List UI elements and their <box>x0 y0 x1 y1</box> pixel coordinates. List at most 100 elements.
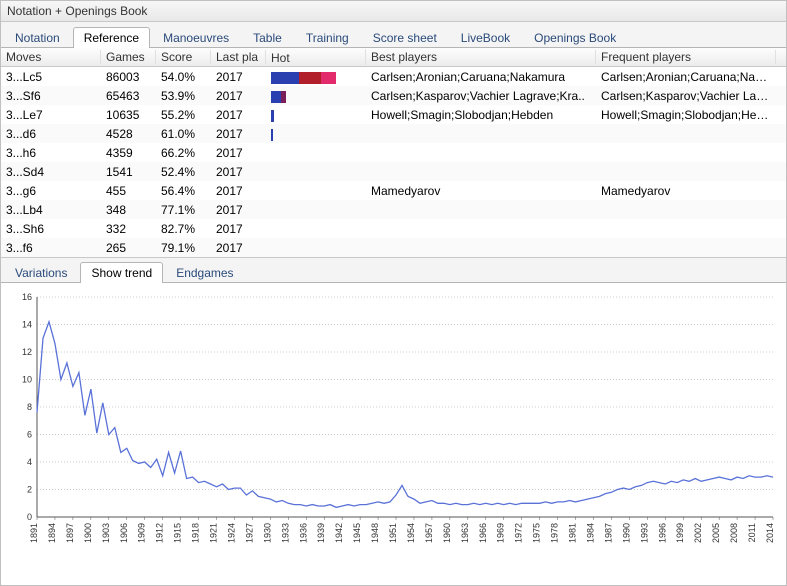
svg-text:1909: 1909 <box>137 523 147 543</box>
svg-text:1984: 1984 <box>585 523 595 543</box>
cell-hot <box>266 184 366 198</box>
tab-table[interactable]: Table <box>242 27 293 48</box>
cell-games: 65463 <box>101 89 156 103</box>
cell-move: 3...g6 <box>1 184 101 198</box>
svg-text:1912: 1912 <box>155 523 165 543</box>
cell-last: 2017 <box>211 241 266 255</box>
svg-text:1903: 1903 <box>101 523 111 543</box>
subtab-endgames[interactable]: Endgames <box>165 262 244 283</box>
moves-table: 3...Lc58600354.0%2017Carlsen;Aronian;Car… <box>1 67 786 257</box>
trend-chart: 0246810121416189118941897190019031906190… <box>1 283 786 551</box>
cell-games: 332 <box>101 222 156 236</box>
cell-last: 2017 <box>211 184 266 198</box>
svg-text:1924: 1924 <box>226 523 236 543</box>
cell-best: Howell;Smagin;Slobodjan;Hebden <box>366 108 596 122</box>
cell-hot <box>266 146 366 160</box>
svg-text:2002: 2002 <box>693 523 703 543</box>
cell-move: 3...f6 <box>1 241 101 255</box>
cell-hot <box>266 241 366 255</box>
table-row[interactable]: 3...Sh633282.7%2017 <box>1 219 786 238</box>
cell-score: 61.0% <box>156 127 211 141</box>
col-freq[interactable]: Frequent players <box>596 50 776 64</box>
cell-last: 2017 <box>211 222 266 236</box>
svg-text:2014: 2014 <box>765 523 775 543</box>
tab-manoeuvres[interactable]: Manoeuvres <box>152 27 240 48</box>
table-row[interactable]: 3...g645556.4%2017MamedyarovMamedyarov <box>1 181 786 200</box>
col-moves[interactable]: Moves <box>1 50 101 64</box>
table-row[interactable]: 3...f626579.1%2017 <box>1 238 786 257</box>
cell-games: 4359 <box>101 146 156 160</box>
window-title: Notation + Openings Book <box>1 1 786 22</box>
cell-score: 56.4% <box>156 184 211 198</box>
col-games[interactable]: Games <box>101 50 156 64</box>
cell-score: 66.2% <box>156 146 211 160</box>
table-row[interactable]: 3...Lb434877.1%2017 <box>1 200 786 219</box>
tab-training[interactable]: Training <box>295 27 360 48</box>
col-best[interactable]: Best players <box>366 50 596 64</box>
cell-move: 3...d6 <box>1 127 101 141</box>
svg-text:1963: 1963 <box>460 523 470 543</box>
svg-text:1978: 1978 <box>550 523 560 543</box>
svg-text:1915: 1915 <box>173 523 183 543</box>
svg-text:2011: 2011 <box>747 523 757 542</box>
cell-games: 86003 <box>101 70 156 84</box>
cell-last: 2017 <box>211 146 266 160</box>
svg-text:2: 2 <box>27 485 32 495</box>
svg-text:1972: 1972 <box>514 523 524 543</box>
svg-text:1933: 1933 <box>280 523 290 543</box>
subtab-variations[interactable]: Variations <box>4 262 78 283</box>
table-row[interactable]: 3...Lc58600354.0%2017Carlsen;Aronian;Car… <box>1 67 786 86</box>
svg-text:2005: 2005 <box>711 523 721 543</box>
cell-score: 77.1% <box>156 203 211 217</box>
svg-text:1966: 1966 <box>478 523 488 543</box>
cell-move: 3...Lb4 <box>1 203 101 217</box>
svg-text:2008: 2008 <box>729 523 739 543</box>
cell-freq: Carlsen;Aronian;Caruana;Nakam.. <box>596 70 776 84</box>
cell-hot <box>266 203 366 217</box>
cell-hot <box>266 89 366 103</box>
table-row[interactable]: 3...d6452861.0%2017 <box>1 124 786 143</box>
svg-text:1918: 1918 <box>191 523 201 543</box>
cell-move: 3...Sf6 <box>1 89 101 103</box>
cell-hot <box>266 108 366 122</box>
cell-best: Carlsen;Kasparov;Vachier Lagrave;Kra.. <box>366 89 596 103</box>
table-row[interactable]: 3...Sd4154152.4%2017 <box>1 162 786 181</box>
cell-freq: Howell;Smagin;Slobodjan;Hebd.. <box>596 108 776 122</box>
cell-last: 2017 <box>211 127 266 141</box>
table-row[interactable]: 3...Le71063555.2%2017Howell;Smagin;Slobo… <box>1 105 786 124</box>
cell-last: 2017 <box>211 203 266 217</box>
table-header: Moves Games Score Last pla Hot Best play… <box>1 48 786 67</box>
svg-text:1945: 1945 <box>352 523 362 543</box>
table-row[interactable]: 3...h6435966.2%2017 <box>1 143 786 162</box>
svg-text:1891: 1891 <box>29 523 39 543</box>
svg-text:1957: 1957 <box>424 523 434 543</box>
svg-text:14: 14 <box>22 320 32 330</box>
cell-move: 3...Sd4 <box>1 165 101 179</box>
col-last[interactable]: Last pla <box>211 50 266 64</box>
svg-text:1993: 1993 <box>639 523 649 543</box>
svg-text:1894: 1894 <box>47 523 57 543</box>
svg-text:10: 10 <box>22 375 32 385</box>
cell-best: Mamedyarov <box>366 184 596 198</box>
subtab-show-trend[interactable]: Show trend <box>80 262 163 283</box>
svg-text:16: 16 <box>22 292 32 302</box>
svg-text:4: 4 <box>27 457 32 467</box>
tab-score-sheet[interactable]: Score sheet <box>362 27 448 48</box>
cell-move: 3...Lc5 <box>1 70 101 84</box>
cell-last: 2017 <box>211 89 266 103</box>
tab-openings-book[interactable]: Openings Book <box>523 27 627 48</box>
main-tabs: NotationReferenceManoeuvresTableTraining… <box>1 22 786 48</box>
tab-reference[interactable]: Reference <box>73 27 150 48</box>
cell-hot <box>266 127 366 141</box>
tab-notation[interactable]: Notation <box>4 27 71 48</box>
svg-text:1987: 1987 <box>603 523 613 543</box>
col-score[interactable]: Score <box>156 50 211 64</box>
table-row[interactable]: 3...Sf66546353.9%2017Carlsen;Kasparov;Va… <box>1 86 786 105</box>
col-hot[interactable]: Hot <box>266 49 366 65</box>
cell-score: 55.2% <box>156 108 211 122</box>
cell-move: 3...h6 <box>1 146 101 160</box>
cell-move: 3...Le7 <box>1 108 101 122</box>
svg-text:1981: 1981 <box>568 523 578 543</box>
svg-text:1936: 1936 <box>298 523 308 543</box>
tab-livebook[interactable]: LiveBook <box>450 27 521 48</box>
